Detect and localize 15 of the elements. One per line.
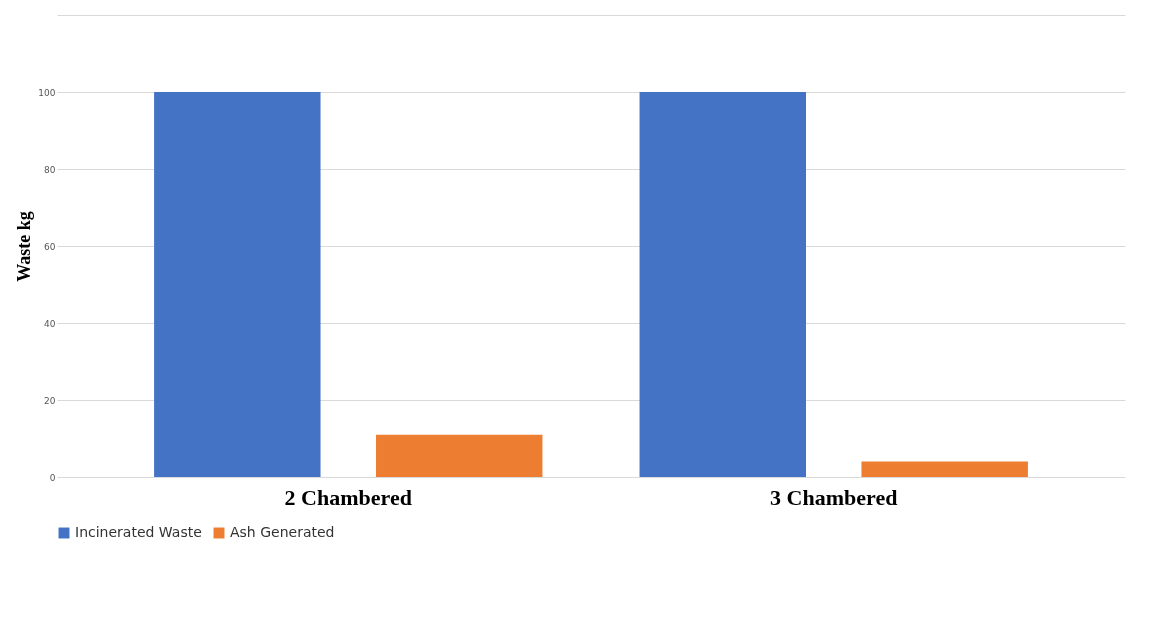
bar <box>639 92 806 477</box>
y-axis-title: Waste kg <box>14 211 35 282</box>
y-tick-label: 0 <box>49 472 56 483</box>
bar <box>376 434 543 477</box>
legend-label: Ash Generated <box>230 524 335 540</box>
y-tick-label: 100 <box>38 87 56 98</box>
y-tick-label: 60 <box>44 241 56 252</box>
x-tick-label: 2 Chambered <box>284 484 412 510</box>
bar <box>154 92 321 477</box>
x-tick-label: 3 Chambered <box>770 484 898 510</box>
y-tick-label: 20 <box>44 395 56 406</box>
legend-label: Incinerated Waste <box>75 524 202 540</box>
bar <box>861 461 1028 477</box>
y-tick-label: 40 <box>44 318 56 329</box>
y-tick-label: 80 <box>44 164 56 175</box>
